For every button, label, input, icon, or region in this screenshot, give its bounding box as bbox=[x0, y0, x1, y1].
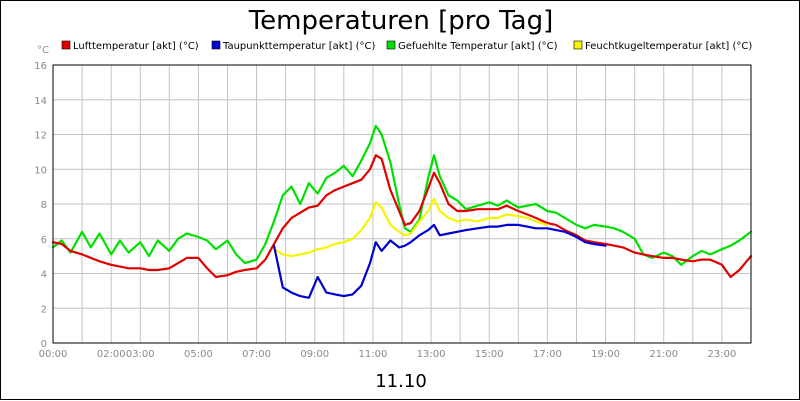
y-tick-label: 0 bbox=[41, 339, 47, 350]
y-tick-label: 16 bbox=[34, 61, 47, 72]
y-axis-unit: °C bbox=[37, 45, 49, 56]
plot-border bbox=[52, 64, 752, 344]
legend-swatch bbox=[61, 40, 71, 50]
x-tick-label: 13:00 bbox=[417, 349, 446, 360]
x-tick-label: 15:00 bbox=[475, 349, 504, 360]
y-tick-label: 14 bbox=[34, 96, 47, 107]
y-tick-label: 6 bbox=[41, 235, 47, 246]
legend-label: Taupunkttemperatur [akt] (°C) bbox=[222, 41, 375, 52]
x-tick-label: 07:00 bbox=[242, 349, 271, 360]
x-tick-label: 17:00 bbox=[533, 349, 562, 360]
y-tick-label: 12 bbox=[34, 131, 47, 142]
series-line-2 bbox=[272, 197, 549, 258]
x-tick-label: 03:00 bbox=[126, 349, 155, 360]
x-tick-label: 05:00 bbox=[184, 349, 213, 360]
x-tick-label: 11:00 bbox=[359, 349, 388, 360]
legend-label: Lufttemperatur [akt] (°C) bbox=[73, 41, 199, 52]
x-tick-label: 23:00 bbox=[708, 349, 737, 360]
legend-swatch bbox=[386, 40, 396, 50]
y-tick-label: 8 bbox=[41, 200, 47, 211]
series-line-3 bbox=[272, 223, 607, 299]
x-tick-label: 09:00 bbox=[300, 349, 329, 360]
x-tick-label: 21:00 bbox=[649, 349, 678, 360]
series-lines bbox=[51, 124, 753, 299]
y-tick-label: 4 bbox=[41, 270, 47, 281]
legend-label: Feuchtkugeltemperatur [akt] (°C) bbox=[585, 41, 752, 52]
x-tick-labels: 00:00 02:00 03:00 05:00 07:00 09:00 11:00 13:00… bbox=[39, 349, 737, 360]
legend-swatch bbox=[211, 40, 221, 50]
series-line-1 bbox=[51, 154, 753, 279]
chart-title: Temperaturen [pro Tag] bbox=[248, 6, 554, 36]
y-tick-label: 10 bbox=[34, 165, 47, 176]
x-axis-date-label: 11.10 bbox=[375, 371, 427, 392]
y-tick-label: 2 bbox=[41, 304, 47, 315]
x-tick-label: 02:00 bbox=[97, 349, 126, 360]
x-tick-label: 19:00 bbox=[591, 349, 620, 360]
series-line-0 bbox=[51, 124, 753, 266]
x-tick-label: 00:00 bbox=[39, 349, 68, 360]
legend-label: Gefuehlte Temperatur [akt] (°C) bbox=[398, 41, 558, 52]
legend-swatch bbox=[573, 40, 583, 50]
y-tick-labels: 0 2 4 6 8 10 12 14 16 bbox=[34, 61, 47, 350]
legend: Lufttemperatur [akt] (°C) Taupunkttempera… bbox=[61, 40, 752, 52]
